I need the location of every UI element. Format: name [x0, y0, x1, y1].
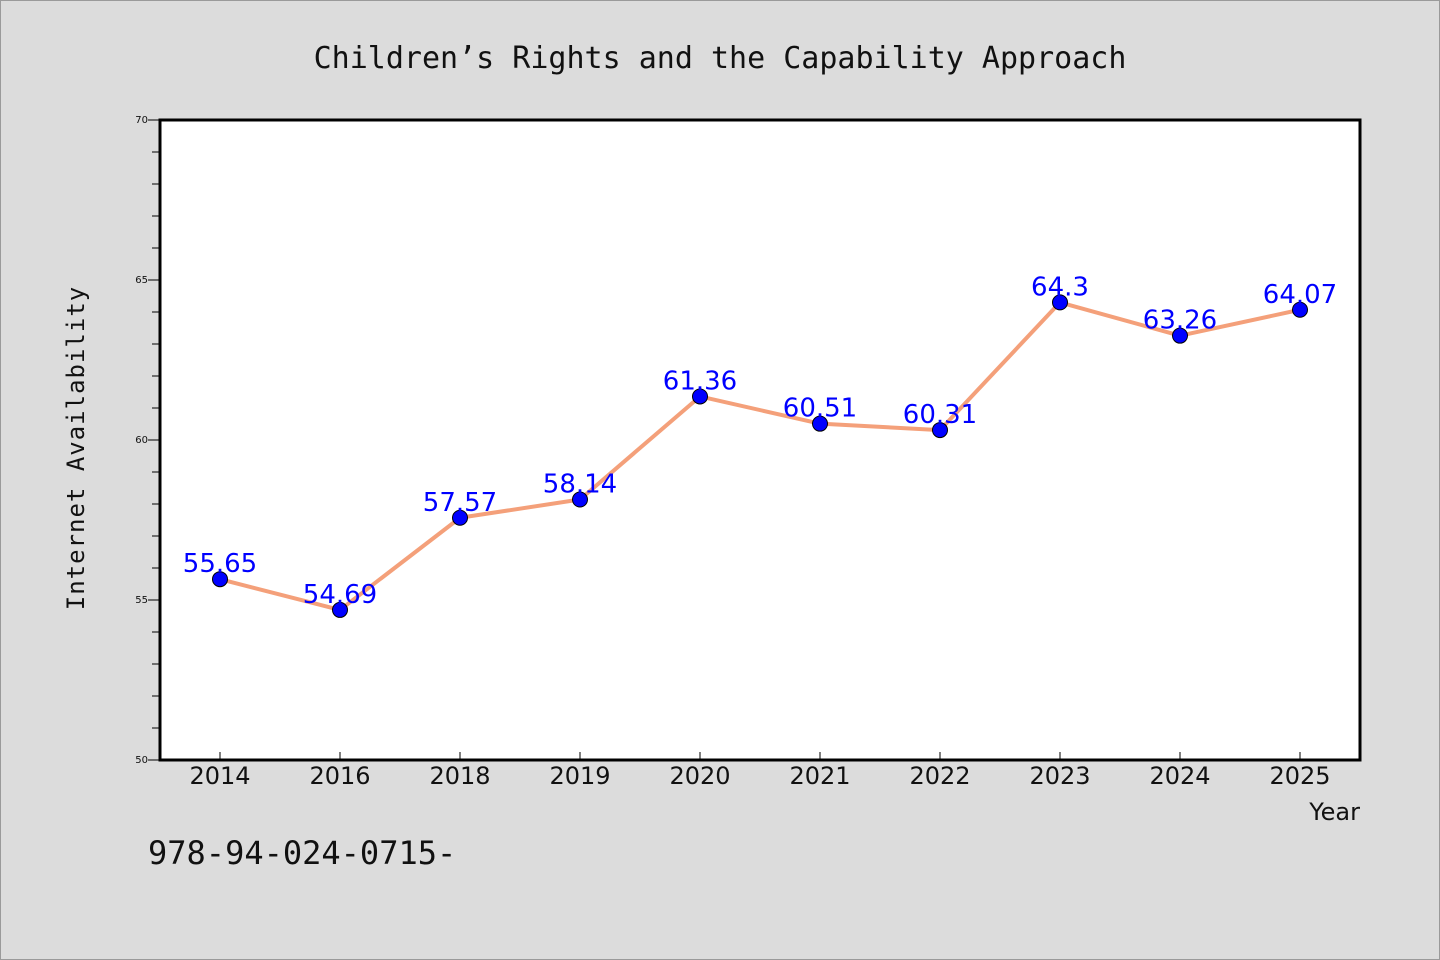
- y-tick-label: 55: [135, 595, 148, 606]
- y-axis: 50 55 60 65 70: [135, 115, 160, 766]
- x-tick-label: 2022: [909, 762, 970, 790]
- data-label: 55.65: [183, 549, 257, 579]
- series-line: [219, 300, 1301, 612]
- y-tick-label: 65: [135, 275, 148, 286]
- data-label: 61.36: [663, 366, 737, 396]
- data-labels: 55.65 54.69 57.57 58.14 61.36 60.51 60.31 64.3 6…: [183, 272, 1337, 610]
- x-tick-label: 2018: [429, 762, 490, 790]
- data-markers: [212, 294, 1308, 618]
- x-tick-label: 2023: [1029, 762, 1090, 790]
- y-tick-label: 50: [135, 755, 148, 766]
- isbn-text: 978-94-024-0715-: [148, 834, 456, 872]
- y-tick-label: 70: [135, 115, 148, 126]
- data-label: 57.57: [423, 488, 497, 518]
- data-label: 58.14: [543, 470, 617, 500]
- x-axis-label: Year: [1308, 798, 1360, 826]
- data-point: [932, 422, 948, 439]
- data-point: [692, 388, 708, 405]
- x-tick-label: 2016: [309, 762, 370, 790]
- data-point: [1292, 301, 1308, 318]
- data-label: 63.26: [1143, 306, 1217, 336]
- data-point: [212, 571, 228, 588]
- data-point: [572, 491, 588, 508]
- data-label: 64.3: [1031, 272, 1089, 302]
- x-tick-label: 2014: [189, 762, 250, 790]
- chart-title: Children’s Rights and the Capability App…: [314, 41, 1127, 76]
- data-point: [812, 415, 828, 432]
- plot-area: [158, 118, 1362, 762]
- x-tick-label: 2020: [669, 762, 730, 790]
- y-axis-label: Internet Availability: [62, 286, 90, 610]
- x-tick-label: 2025: [1269, 762, 1330, 790]
- x-tick-label: 2021: [789, 762, 850, 790]
- data-label: 54.69: [303, 580, 377, 610]
- series-polyline: [219, 300, 1301, 612]
- data-label: 60.51: [783, 394, 857, 424]
- data-point: [332, 601, 348, 618]
- data-point: [1172, 327, 1188, 344]
- x-axis: 2014 2016 2018 2019 2020 2021 2022 2023 2024 2025: [189, 752, 1331, 790]
- x-tick-label: 2019: [549, 762, 610, 790]
- data-label: 60.31: [903, 400, 977, 430]
- y-tick-label: 60: [135, 435, 148, 446]
- data-label: 64.07: [1263, 280, 1337, 310]
- data-point: [1052, 294, 1068, 311]
- x-tick-label: 2024: [1149, 762, 1210, 790]
- data-point: [452, 509, 468, 526]
